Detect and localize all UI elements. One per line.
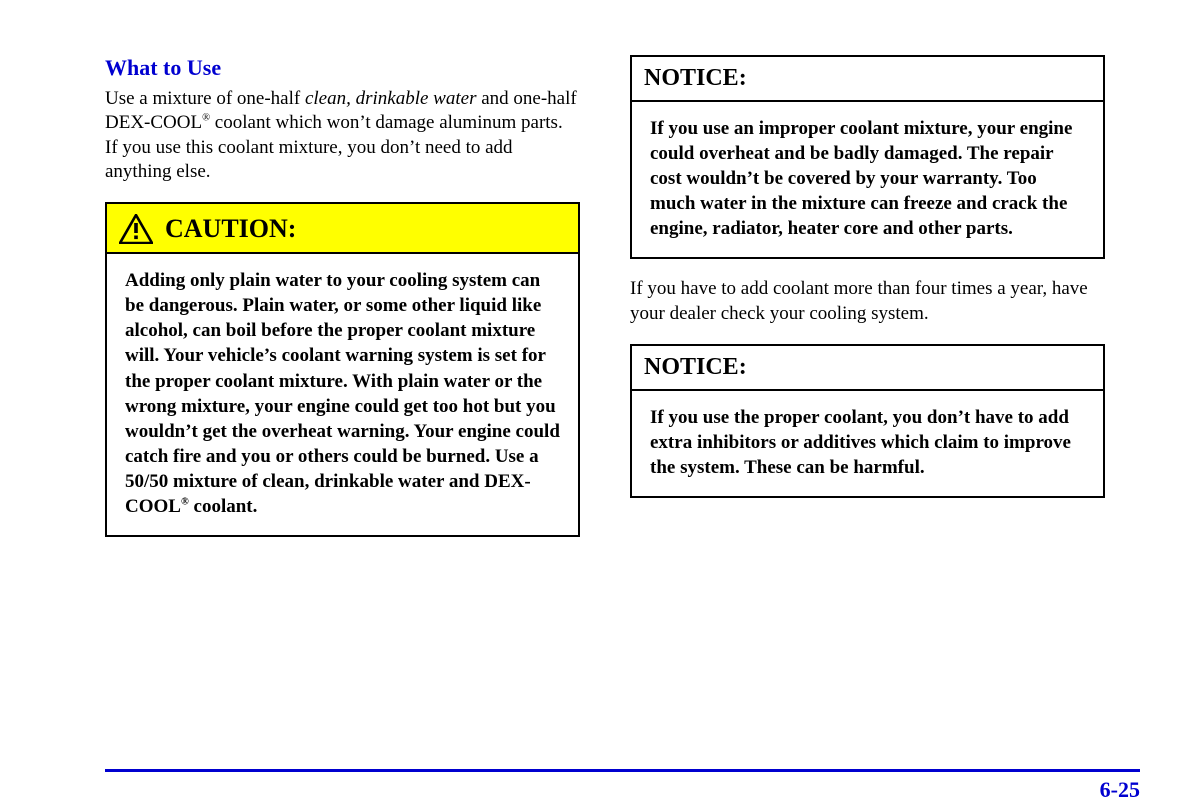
notice-box-1: NOTICE: If you use an improper coolant m… (630, 55, 1105, 259)
intro-paragraph: Use a mixture of one-half clean, drinkab… (105, 87, 580, 184)
notice-title: NOTICE: (632, 57, 1103, 102)
caution-body-pre: Adding only plain water to your cooling … (125, 270, 560, 517)
caution-body-post: coolant. (189, 496, 258, 517)
page-content: What to Use Use a mixture of one-half cl… (0, 0, 1200, 537)
right-column: NOTICE: If you use an improper coolant m… (630, 55, 1105, 537)
caution-header: CAUTION: (107, 204, 578, 254)
caution-body: Adding only plain water to your cooling … (107, 254, 578, 535)
page-footer: 6-25 (105, 769, 1140, 772)
warning-triangle-icon (119, 214, 153, 244)
page-number: 6-25 (1100, 777, 1140, 803)
registered-mark: ® (181, 497, 189, 508)
caution-title: CAUTION: (165, 214, 296, 244)
notice-body: If you use an improper coolant mixture, … (632, 102, 1103, 257)
intro-text-italic: clean, drinkable water (305, 88, 477, 109)
notice-title: NOTICE: (632, 346, 1103, 391)
intro-text-pre: Use a mixture of one-half (105, 88, 305, 109)
left-column: What to Use Use a mixture of one-half cl… (105, 55, 580, 537)
section-heading: What to Use (105, 55, 580, 81)
mid-paragraph: If you have to add coolant more than fou… (630, 277, 1105, 326)
caution-box: CAUTION: Adding only plain water to your… (105, 202, 580, 537)
notice-box-2: NOTICE: If you use the proper coolant, y… (630, 344, 1105, 498)
notice-body: If you use the proper coolant, you don’t… (632, 391, 1103, 496)
footer-rule (105, 769, 1140, 772)
registered-mark: ® (202, 113, 210, 124)
